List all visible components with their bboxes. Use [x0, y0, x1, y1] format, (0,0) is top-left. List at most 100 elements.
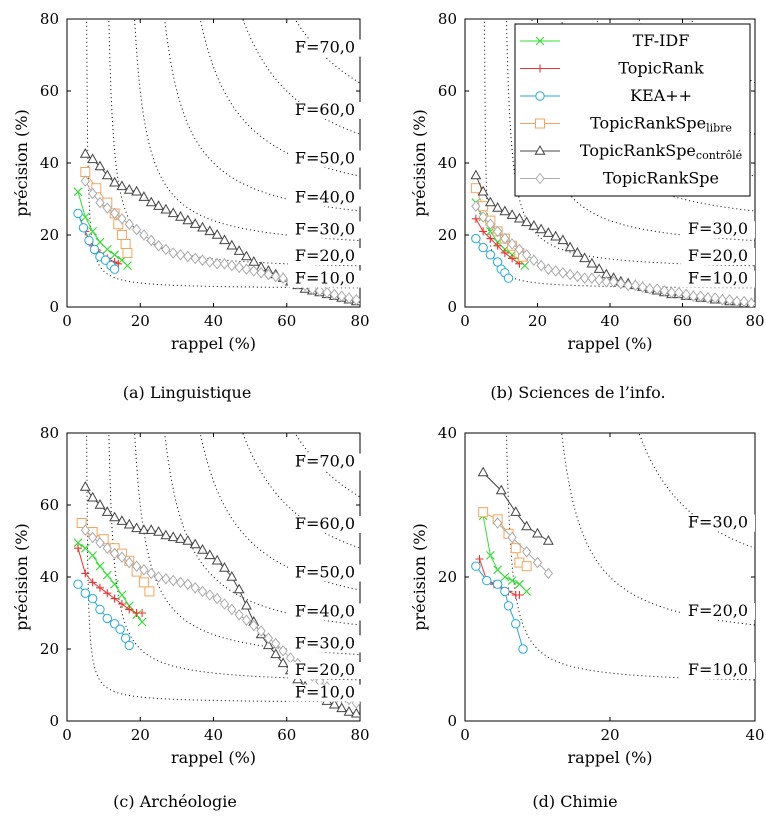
data-point-trs_libre — [521, 561, 532, 572]
data-point-trs — [175, 248, 186, 261]
iso-f-label: F=10,0 — [688, 269, 748, 288]
data-point-trs — [601, 275, 612, 288]
data-point-trs_libre — [76, 518, 87, 528]
data-point-trs — [507, 531, 517, 544]
data-point-trs — [263, 632, 274, 645]
iso-f-label: F=20,0 — [295, 246, 355, 265]
data-point-trs — [710, 292, 720, 304]
data-point-trs — [688, 290, 699, 303]
data-point-trs — [190, 252, 200, 265]
data-point-trs_controle — [241, 599, 252, 610]
y-tick-label: 80 — [40, 10, 59, 28]
data-point-topicrank — [95, 583, 104, 592]
data-point-kea — [120, 633, 131, 643]
data-point-trs — [550, 265, 561, 277]
data-point-trs_controle — [123, 518, 135, 529]
data-point-trs — [241, 614, 252, 627]
legend-marker-trs_controle — [534, 144, 546, 155]
legend-label-trs: TopicRankSpe — [603, 169, 719, 188]
data-point-trs — [241, 263, 252, 276]
iso-f-label-bg — [681, 514, 755, 532]
data-point-trs — [337, 290, 347, 303]
data-point-trs_controle — [94, 498, 106, 509]
data-point-trs — [197, 254, 208, 267]
iso-f-label: F=50,0 — [295, 562, 355, 581]
legend-label-tfidf: TF-IDF — [633, 31, 690, 50]
chart-panel-chimie: 0 20 40 0 20 40 rappel (%) précision (%) (d) Chi… — [410, 424, 765, 811]
iso-f-label: F=20,0 — [295, 660, 355, 679]
data-point-trs_controle — [211, 228, 223, 239]
legend-label-topicrank: TopicRank — [618, 59, 704, 78]
data-point-trs — [674, 286, 684, 299]
panel-caption: (a) Linguistique — [123, 383, 252, 402]
data-point-trs_controle — [101, 169, 113, 180]
data-point-trs_controle — [167, 531, 179, 542]
data-point-trs_controle — [270, 648, 282, 659]
data-point-topicrank — [138, 609, 147, 617]
x-tick-label: 40 — [745, 726, 764, 744]
data-point-trs — [322, 286, 332, 299]
data-point-tfidf — [522, 587, 532, 596]
data-point-trs_controle — [535, 223, 547, 234]
iso-f-label-bg — [288, 515, 362, 533]
data-point-trs_controle — [138, 191, 150, 201]
panel-caption: (b) Sciences de l’info. — [490, 383, 665, 402]
data-point-trs_controle — [219, 234, 230, 245]
data-point-trs_controle — [197, 221, 208, 232]
data-point-trs_controle — [189, 538, 201, 549]
iso-f-label-bg — [288, 248, 362, 266]
data-point-trs_controle — [521, 520, 533, 531]
y-tick-label: 20 — [40, 226, 59, 244]
iso-f-label: F=20,0 — [688, 246, 748, 265]
x-tick-label: 20 — [131, 726, 150, 744]
data-point-tfidf — [102, 245, 112, 254]
data-point-kea — [84, 235, 94, 246]
data-point-trs — [249, 265, 259, 277]
data-point-trs_controle — [145, 196, 157, 207]
iso-f-label: F=50,0 — [295, 148, 355, 167]
iso-f-curve — [505, 433, 755, 681]
data-point-tfidf — [137, 617, 147, 627]
data-point-trs_libre — [122, 248, 133, 258]
x-tick-label: 40 — [600, 312, 619, 330]
data-point-trs — [492, 517, 503, 529]
iso-f-curve — [134, 19, 360, 242]
y-tick-label: 0 — [447, 712, 457, 730]
legend-marker-kea — [535, 91, 545, 101]
x-tick-label: 20 — [528, 312, 547, 330]
iso-f-label-bg — [681, 270, 755, 288]
data-point-trs — [594, 274, 604, 286]
data-point-topicrank — [493, 241, 502, 250]
data-point-kea — [503, 273, 514, 283]
iso-f-label-bg — [288, 684, 362, 702]
iso-f-label: F=70,0 — [295, 38, 355, 57]
y-tick-label: 40 — [40, 568, 59, 586]
data-point-trs_controle — [87, 153, 99, 164]
x-tick-label: 0 — [62, 726, 72, 744]
data-point-trs — [478, 211, 488, 223]
data-point-trs_controle — [226, 570, 238, 581]
data-point-trs — [565, 268, 575, 281]
data-point-trs_controle — [94, 160, 106, 171]
data-point-trs — [558, 266, 568, 279]
legend-marker-tfidf — [535, 36, 545, 46]
data-point-kea — [485, 250, 496, 260]
data-point-kea — [78, 223, 89, 233]
data-point-kea — [115, 624, 125, 634]
data-point-trs — [492, 225, 503, 238]
iso-f-label: F=30,0 — [295, 633, 355, 652]
y-tick-label: 60 — [40, 82, 59, 100]
data-point-tfidf — [102, 570, 112, 580]
data-point-trs_controle — [593, 263, 605, 273]
data-point-topicrank — [475, 555, 484, 563]
data-point-trs_controle — [557, 234, 569, 245]
x-axis-label: rappel (%) — [567, 748, 652, 767]
data-point-trs — [543, 567, 554, 580]
data-point-trs_controle — [495, 484, 507, 495]
data-point-trs_controle — [532, 527, 543, 538]
data-point-trs_controle — [542, 534, 554, 545]
data-point-trs — [681, 288, 691, 301]
x-tick-label: 80 — [350, 726, 369, 744]
data-point-trs — [161, 243, 171, 256]
y-tick-label: 0 — [447, 298, 457, 316]
